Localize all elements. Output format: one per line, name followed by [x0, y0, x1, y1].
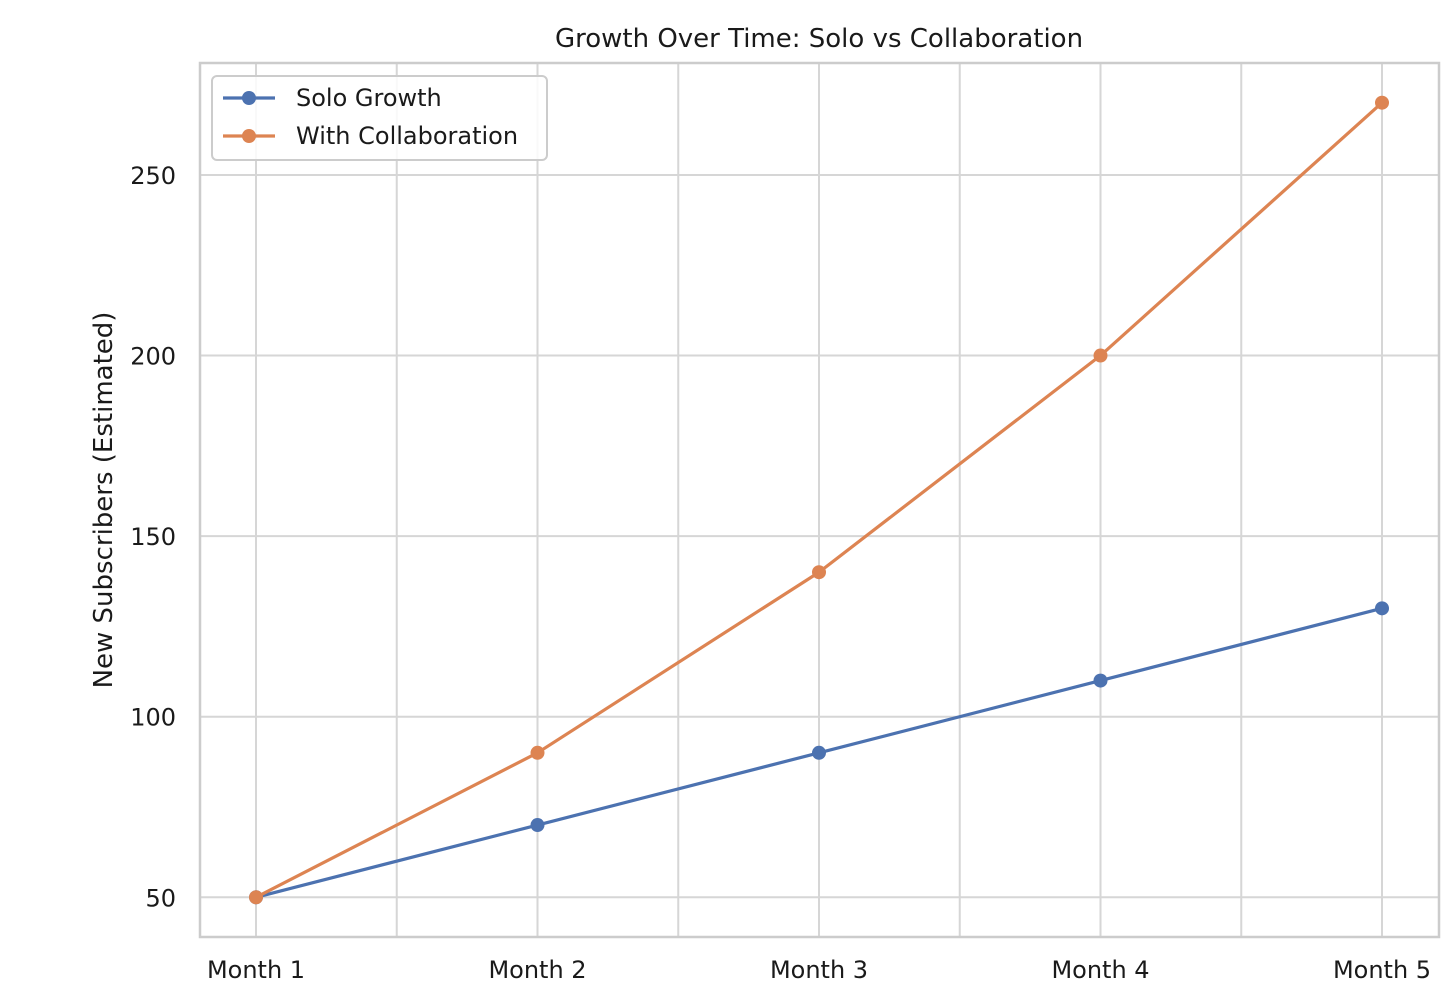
legend-marker-solo-growth [242, 91, 256, 105]
grid-lines [200, 63, 1439, 937]
x-tick-label: Month 4 [1051, 956, 1149, 984]
y-tick-label: 50 [145, 884, 176, 912]
data-point-with-collaboration [249, 890, 263, 905]
data-point-with-collaboration [812, 565, 826, 580]
data-point-with-collaboration [1375, 95, 1389, 110]
x-axis-tick-labels: Month 1 Month 2 Month 3 Month 4 Month 5 [207, 956, 1431, 984]
legend-label-solo-growth: Solo Growth [296, 84, 442, 112]
plot-frame [198, 61, 1441, 939]
y-tick-label: 200 [130, 343, 176, 371]
data-point-solo-growth [1093, 673, 1108, 688]
legend-label-with-collaboration: With Collaboration [296, 122, 518, 150]
series-lines [249, 95, 1389, 905]
y-tick-label: 150 [130, 523, 176, 551]
y-axis-label: New Subscribers (Estimated) [89, 312, 119, 689]
data-point-solo-growth [530, 818, 545, 833]
x-tick-label: Month 2 [488, 956, 586, 984]
data-point-with-collaboration [1093, 348, 1108, 363]
legend: Solo Growth With Collaboration [211, 75, 548, 161]
y-axis-tick-labels: 50 100 150 200 250 [130, 162, 176, 912]
data-point-with-collaboration [530, 745, 545, 760]
data-point-solo-growth [1375, 601, 1389, 616]
x-tick-label: Month 1 [207, 956, 305, 984]
y-tick-label: 250 [130, 162, 176, 190]
x-tick-label: Month 5 [1333, 956, 1431, 984]
x-tick-label: Month 3 [770, 956, 868, 984]
plot-area-border [198, 61, 1441, 939]
chart-title: Growth Over Time: Solo vs Collaboration [555, 24, 1083, 54]
legend-marker-with-collaboration [242, 129, 256, 143]
y-tick-label: 100 [130, 704, 176, 732]
data-point-solo-growth [812, 745, 826, 760]
legend-box [211, 75, 548, 161]
